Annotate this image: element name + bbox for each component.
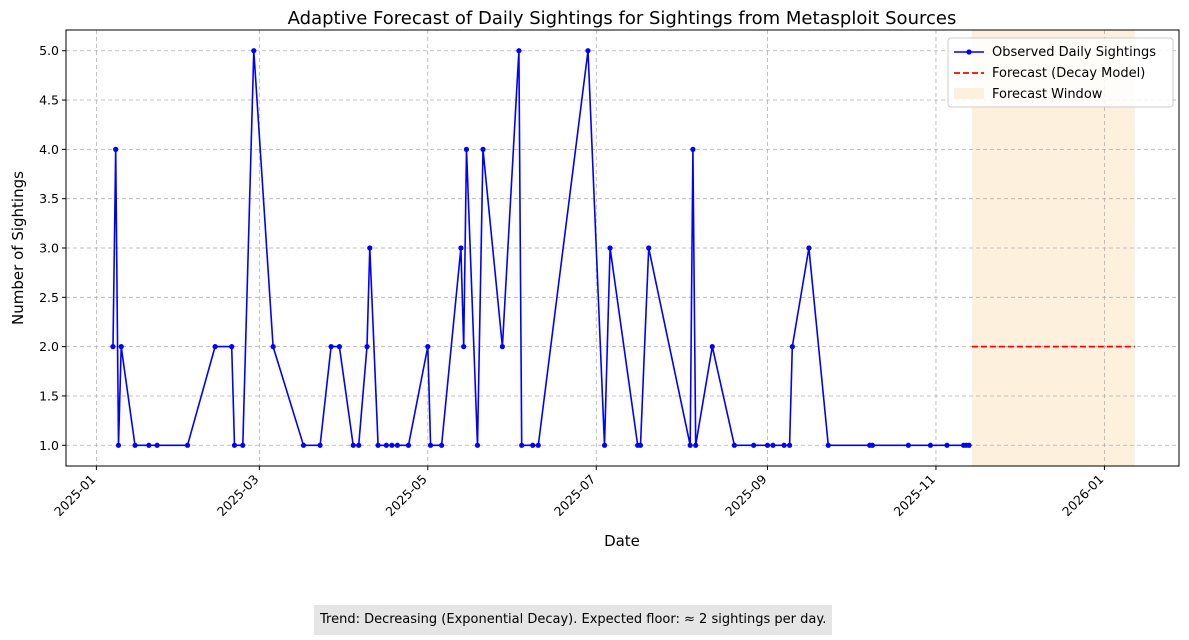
observed-point	[458, 245, 464, 251]
y-tick-label: 5.0	[39, 43, 59, 58]
observed-point	[709, 344, 715, 350]
observed-point	[463, 146, 470, 152]
observed-point	[944, 442, 950, 448]
observed-point	[154, 442, 160, 448]
observed-point	[405, 442, 412, 448]
observed-point	[499, 344, 505, 350]
observed-point	[350, 442, 356, 448]
y-tick-label: 3.5	[39, 191, 59, 206]
legend-window-label: Forecast Window	[992, 87, 1103, 102]
observed-point	[637, 442, 644, 448]
observed-point	[789, 344, 795, 350]
observed-point	[690, 146, 696, 152]
observed-point	[389, 442, 395, 448]
observed-point	[825, 442, 831, 448]
y-tick-label: 4.0	[39, 142, 59, 157]
y-tick-label: 4.5	[39, 93, 59, 108]
observed-point	[240, 442, 246, 448]
observed-point	[966, 442, 972, 448]
observed-point	[367, 245, 373, 251]
observed-point	[927, 442, 934, 448]
observed-point	[474, 442, 481, 448]
x-tick-label: 2025-03	[214, 472, 262, 520]
observed-point	[530, 442, 536, 448]
observed-point	[113, 146, 119, 152]
y-tick-label: 2.5	[39, 290, 59, 305]
observed-point	[110, 344, 116, 350]
observed-point	[607, 245, 613, 251]
observed-point	[439, 442, 445, 448]
trend-annotation: Trend: Decreasing (Exponential Decay). E…	[314, 605, 833, 635]
observed-point	[383, 442, 389, 448]
observed-point	[231, 442, 238, 448]
x-tick-label: 2025-09	[722, 471, 770, 519]
observed-point	[693, 442, 699, 448]
observed-point	[118, 344, 124, 350]
observed-point	[585, 48, 591, 54]
observed-point	[806, 245, 812, 251]
y-axis-label: Number of Sightings	[9, 171, 27, 325]
observed-point	[328, 344, 334, 350]
observed-point	[300, 442, 307, 448]
observed-point	[270, 344, 276, 350]
legend: Observed Daily Sightings Forecast (Decay…	[947, 37, 1174, 108]
x-axis-label: Date	[604, 532, 640, 550]
legend-forecast-label: Forecast (Decay Model)	[992, 66, 1145, 81]
observed-point	[786, 442, 793, 448]
x-tick-label: 2026-01	[1059, 472, 1107, 520]
x-tick-label: 2025-11	[891, 472, 939, 520]
observed-point	[781, 442, 787, 448]
observed-point	[869, 442, 876, 448]
observed-point	[356, 442, 362, 448]
observed-point	[375, 442, 381, 448]
x-tick-label: 2025-01	[51, 472, 99, 520]
observed-point	[229, 344, 235, 350]
observed-point	[115, 442, 122, 448]
y-tick-label: 1.5	[39, 388, 59, 403]
legend-observed-label: Observed Daily Sightings	[992, 45, 1156, 60]
observed-point	[317, 442, 323, 448]
observed-point	[519, 442, 525, 448]
observed-point	[731, 442, 737, 448]
observed-point	[461, 344, 467, 350]
y-tick-label: 1.0	[39, 438, 59, 453]
legend-frame	[947, 37, 1174, 108]
observed-point	[132, 442, 138, 448]
observed-point	[601, 442, 608, 448]
observed-point	[212, 344, 218, 350]
observed-point	[905, 442, 911, 448]
legend-window-swatch	[954, 88, 984, 99]
observed-point	[516, 48, 522, 54]
observed-point	[364, 344, 370, 350]
chart-title: Adaptive Forecast of Daily Sightings for…	[288, 8, 957, 29]
observed-point	[480, 146, 486, 152]
observed-point	[394, 442, 401, 448]
observed-point	[764, 442, 771, 448]
observed-point	[336, 344, 343, 350]
x-tick-label: 2025-07	[551, 472, 599, 520]
series-layer	[110, 48, 1135, 448]
legend-observed-marker	[966, 49, 972, 55]
observed-point	[770, 442, 776, 448]
observed-point	[751, 442, 757, 448]
observed-point	[427, 442, 434, 448]
observed-point	[425, 344, 431, 350]
observed-point	[184, 442, 191, 448]
y-tick-label: 3.0	[39, 241, 59, 256]
observed-point	[646, 245, 652, 251]
observed-point	[251, 48, 257, 54]
observed-point	[146, 442, 152, 448]
observed-point	[687, 442, 693, 448]
observed-point	[535, 442, 541, 448]
x-tick-label: 2025-05	[382, 472, 430, 520]
y-tick-label: 2.0	[39, 339, 59, 354]
